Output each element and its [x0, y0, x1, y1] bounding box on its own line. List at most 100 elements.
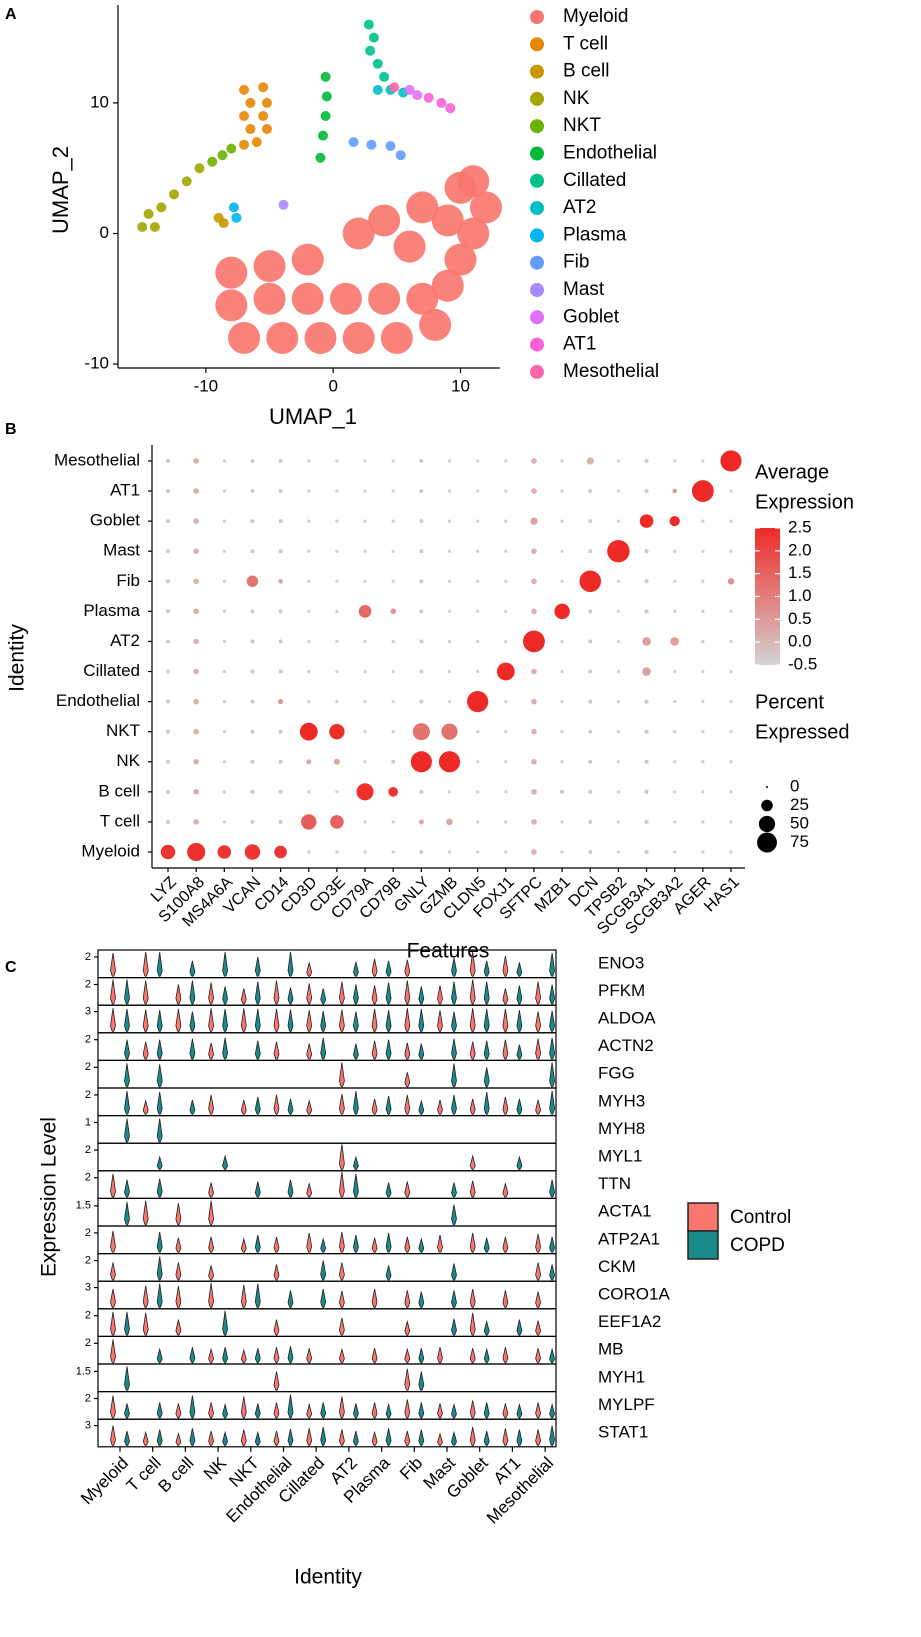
violin	[142, 1285, 149, 1309]
y-tick-label: 2	[85, 1144, 91, 1156]
cluster-point	[266, 321, 299, 354]
violin	[385, 1095, 392, 1116]
dot	[391, 459, 395, 463]
legend-swatch	[530, 283, 544, 297]
violin	[437, 1347, 443, 1364]
gene-label: MYH8	[598, 1119, 645, 1138]
dot	[307, 489, 311, 493]
cluster-point	[365, 45, 376, 56]
dot	[222, 760, 226, 764]
y-tick-label: Plasma	[83, 601, 140, 620]
y-tick-label: Mesothelial	[54, 450, 140, 469]
violin	[502, 1096, 509, 1116]
cluster-point	[318, 130, 329, 141]
dot	[193, 758, 199, 765]
legend-label: Mesothelial	[563, 361, 659, 382]
violin	[222, 1154, 229, 1171]
violin	[110, 1288, 116, 1309]
dot	[588, 609, 593, 614]
cluster-point	[320, 71, 331, 82]
dot	[701, 609, 705, 613]
cluster-point	[228, 321, 261, 354]
dot	[447, 579, 452, 583]
dot	[250, 609, 255, 614]
violin	[287, 1179, 294, 1198]
violin	[306, 1043, 313, 1060]
dot	[701, 579, 705, 583]
violin	[535, 1402, 542, 1419]
violin	[175, 1432, 182, 1447]
violin	[483, 1008, 490, 1033]
panel-label: A	[5, 6, 17, 23]
violin	[110, 1311, 116, 1336]
violin	[385, 982, 392, 1005]
dot	[616, 730, 621, 734]
cluster-point	[366, 139, 377, 150]
violin	[338, 1231, 345, 1254]
violin	[254, 1040, 261, 1060]
dot	[250, 519, 255, 524]
violin	[156, 1155, 163, 1171]
dot	[531, 758, 537, 765]
violin	[535, 1262, 542, 1281]
dot	[193, 458, 199, 464]
cluster-point	[389, 82, 400, 93]
violin	[124, 1118, 130, 1143]
dot	[335, 459, 339, 463]
dot	[476, 609, 480, 613]
cluster-point	[444, 243, 477, 276]
dot	[278, 458, 283, 463]
cluster-point	[291, 282, 324, 315]
dot	[504, 850, 508, 854]
dot	[476, 489, 480, 493]
gene-label: ACTA1	[598, 1202, 652, 1221]
violin	[535, 1099, 542, 1116]
violin	[273, 1236, 280, 1254]
dot	[644, 819, 649, 824]
dot	[729, 519, 733, 523]
violin	[306, 1402, 313, 1419]
dot	[363, 669, 367, 674]
violin	[110, 1395, 116, 1419]
gene-label: MB	[598, 1340, 624, 1359]
y-tick-label: 2	[85, 1392, 91, 1404]
legend-title: Average	[755, 461, 829, 483]
dot	[335, 790, 339, 794]
violin	[535, 1348, 542, 1364]
violin	[516, 1319, 523, 1336]
violin	[404, 1290, 411, 1309]
dot	[391, 699, 395, 704]
violin	[110, 1262, 116, 1281]
violin	[273, 980, 280, 1005]
dot	[467, 690, 489, 713]
violin	[535, 1291, 542, 1309]
dot	[410, 751, 432, 773]
violin	[483, 1040, 490, 1060]
y-tick-label: 3	[85, 1419, 91, 1431]
dot	[299, 722, 318, 741]
violin	[352, 1173, 359, 1198]
y-tick-label: 2	[85, 951, 91, 963]
dot	[729, 489, 733, 493]
violin	[404, 1181, 411, 1198]
dot	[160, 844, 176, 860]
dot	[504, 820, 508, 824]
dot	[193, 488, 199, 494]
violin	[418, 1429, 425, 1447]
dot	[644, 850, 649, 854]
violin	[502, 1182, 509, 1198]
dot	[166, 458, 170, 463]
legend-swatch	[530, 64, 544, 79]
violin	[287, 1428, 294, 1447]
dot	[531, 819, 537, 825]
size-legend-dot	[758, 815, 776, 833]
violin	[273, 1430, 280, 1447]
cluster-point	[258, 82, 269, 93]
dot	[701, 459, 705, 463]
dot	[729, 639, 733, 644]
violin	[451, 1182, 457, 1198]
dot	[644, 759, 649, 764]
dot	[673, 669, 677, 674]
dot	[446, 818, 453, 826]
dot	[222, 609, 226, 613]
